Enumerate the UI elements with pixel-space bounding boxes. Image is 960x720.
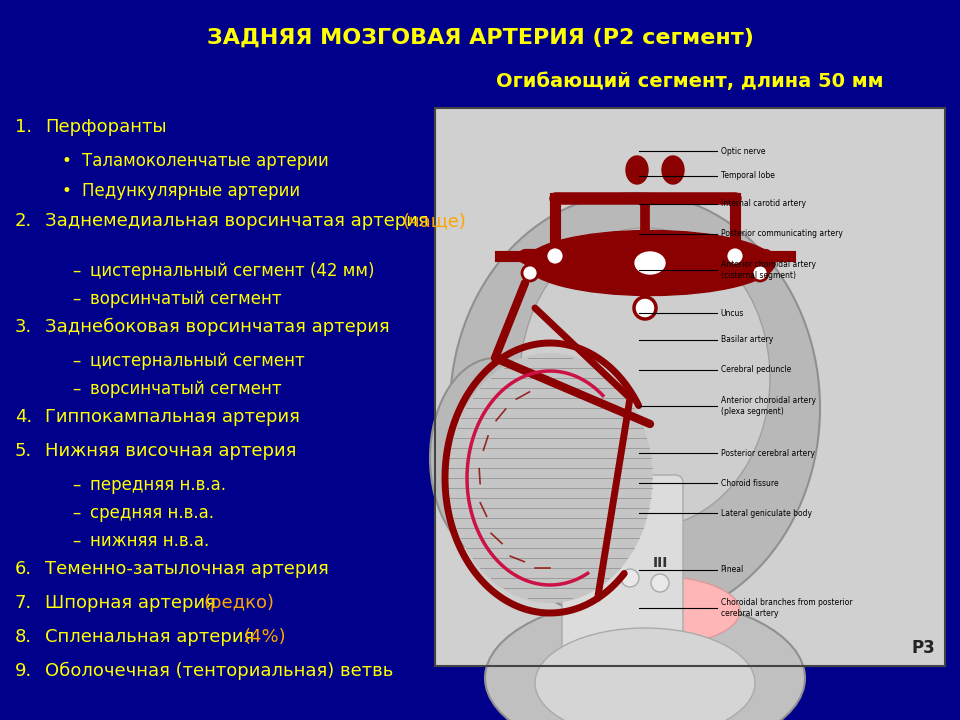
Ellipse shape (447, 353, 653, 603)
Text: Anterior choroidal artery
(plexa segment): Anterior choroidal artery (plexa segment… (721, 396, 816, 415)
Text: (редко): (редко) (204, 594, 275, 612)
Ellipse shape (525, 230, 775, 295)
Text: Uncus: Uncus (721, 308, 744, 318)
Text: Internal carotid artery: Internal carotid artery (721, 199, 805, 209)
Circle shape (651, 574, 669, 592)
Text: 5.: 5. (15, 442, 33, 460)
Circle shape (752, 265, 768, 281)
Ellipse shape (662, 156, 684, 184)
Text: 8.: 8. (15, 628, 32, 646)
Text: Lateral geniculate body: Lateral geniculate body (721, 508, 811, 518)
Text: ворсинчатый сегмент: ворсинчатый сегмент (90, 290, 281, 308)
Text: Заднемедиальная ворсинчатая артерия: Заднемедиальная ворсинчатая артерия (45, 212, 434, 230)
Text: III: III (652, 556, 668, 570)
Text: Choroid fissure: Choroid fissure (721, 479, 779, 487)
Text: Перфоранты: Перфоранты (45, 118, 167, 136)
Text: Таламоколенчатые артерии: Таламоколенчатые артерии (82, 152, 328, 170)
Ellipse shape (450, 193, 820, 623)
Text: Anterior choroidal artery
(cisternal segment): Anterior choroidal artery (cisternal seg… (721, 261, 816, 279)
Ellipse shape (626, 156, 648, 184)
Text: –: – (72, 532, 81, 550)
Bar (435, 108, 945, 666)
Text: ЗАДНЯЯ МОЗГОВАЯ АРТЕРИЯ (P2 сегмент): ЗАДНЯЯ МОЗГОВАЯ АРТЕРИЯ (P2 сегмент) (206, 28, 754, 48)
Circle shape (726, 247, 744, 265)
Text: Огибающий сегмент, длина 50 мм: Огибающий сегмент, длина 50 мм (496, 73, 884, 91)
Text: 4.: 4. (15, 408, 33, 426)
Text: Заднебоковая ворсинчатая артерия: Заднебоковая ворсинчатая артерия (45, 318, 390, 336)
Text: Спленальная артерия: Спленальная артерия (45, 628, 260, 646)
Ellipse shape (535, 628, 755, 720)
Text: 2.: 2. (15, 212, 33, 230)
Text: Нижняя височная артерия: Нижняя височная артерия (45, 442, 297, 460)
Ellipse shape (570, 576, 740, 646)
Ellipse shape (485, 598, 805, 720)
Circle shape (621, 569, 639, 587)
Text: цистернальный сегмент (42 мм): цистернальный сегмент (42 мм) (90, 262, 374, 280)
Text: –: – (72, 380, 81, 398)
Text: •: • (62, 182, 72, 200)
Text: –: – (72, 352, 81, 370)
Text: Pineal: Pineal (721, 565, 744, 575)
Text: нижняя н.в.а.: нижняя н.в.а. (90, 532, 209, 550)
Text: Posterior cerebral artery: Posterior cerebral artery (721, 449, 815, 457)
Ellipse shape (430, 358, 560, 558)
Text: Гиппокампальная артерия: Гиппокампальная артерия (45, 408, 300, 426)
Text: передняя н.в.а.: передняя н.в.а. (90, 476, 226, 494)
Text: Choroidal branches from posterior
cerebral artery: Choroidal branches from posterior cerebr… (721, 598, 852, 618)
Text: –: – (72, 504, 81, 522)
Text: 7.: 7. (15, 594, 33, 612)
Circle shape (546, 247, 564, 265)
Text: Теменно-затылочная артерия: Теменно-затылочная артерия (45, 560, 328, 578)
Text: средняя н.в.а.: средняя н.в.а. (90, 504, 214, 522)
Text: 9.: 9. (15, 662, 33, 680)
Text: Шпорная артерия: Шпорная артерия (45, 594, 222, 612)
Text: ворсинчатый сегмент: ворсинчатый сегмент (90, 380, 281, 398)
Bar (435, 108, 945, 666)
Text: Temporal lobe: Temporal lobe (721, 171, 775, 181)
Circle shape (634, 297, 656, 319)
Text: цистернальный сегмент: цистернальный сегмент (90, 352, 304, 370)
Text: Basilar artery: Basilar artery (721, 336, 773, 344)
Text: (4%): (4%) (244, 628, 286, 646)
Text: –: – (72, 262, 81, 280)
Text: (чаще): (чаще) (402, 212, 467, 230)
Text: Cerebral peduncle: Cerebral peduncle (721, 366, 791, 374)
Text: •: • (62, 152, 72, 170)
Text: 3.: 3. (15, 318, 33, 336)
Text: –: – (72, 290, 81, 308)
Text: Педункулярные артерии: Педункулярные артерии (82, 182, 300, 200)
Circle shape (522, 265, 538, 281)
FancyBboxPatch shape (562, 475, 683, 676)
Text: Optic nerve: Optic nerve (721, 146, 765, 156)
Ellipse shape (635, 252, 665, 274)
Text: 1.: 1. (15, 118, 32, 136)
Text: 6.: 6. (15, 560, 32, 578)
Text: –: – (72, 476, 81, 494)
Ellipse shape (520, 228, 770, 528)
Text: P3: P3 (911, 639, 935, 657)
Text: Оболочечная (тенториальная) ветвь: Оболочечная (тенториальная) ветвь (45, 662, 394, 680)
Text: Posterior communicating artery: Posterior communicating artery (721, 230, 843, 238)
